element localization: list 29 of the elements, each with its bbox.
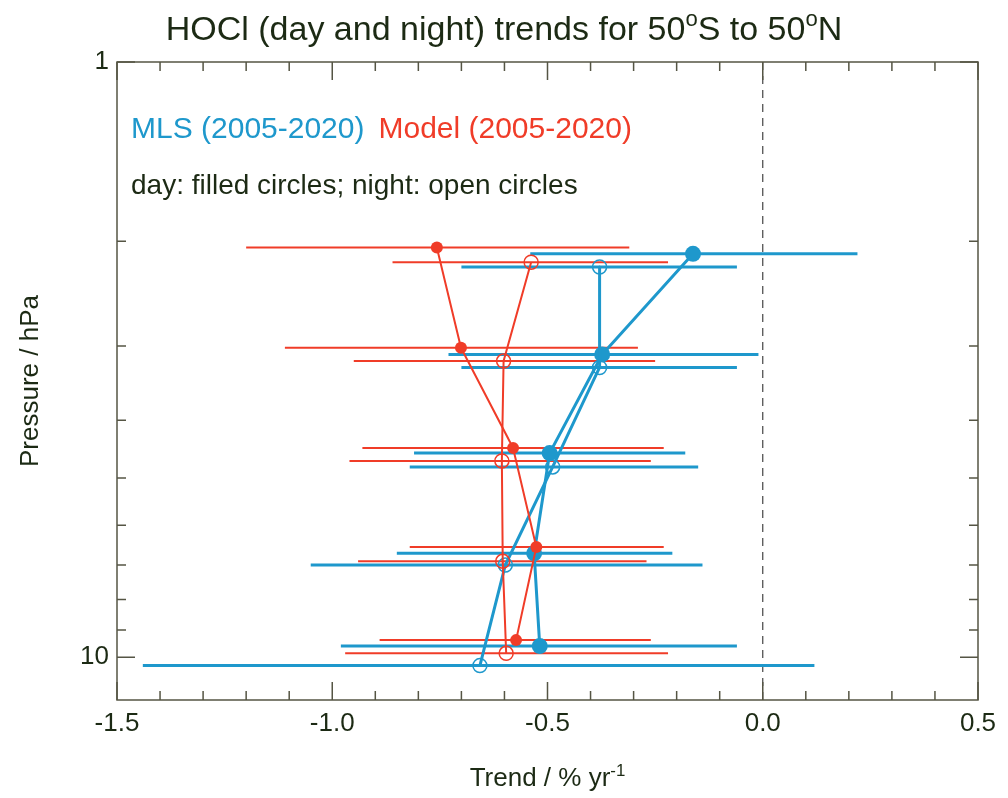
annotation: day: filled circles; night: open circles <box>131 169 578 200</box>
point <box>591 359 608 376</box>
point <box>530 541 543 554</box>
point <box>507 441 520 454</box>
text: Model (2005-2020) <box>378 111 632 144</box>
point <box>494 453 510 469</box>
y-tick-label: 1 <box>94 45 109 76</box>
x-tick-label: -1.5 <box>94 706 140 737</box>
point <box>541 445 558 462</box>
point <box>495 353 512 369</box>
y-tick-label: 10 <box>80 640 109 671</box>
point <box>523 254 539 271</box>
x-tick-label: -0.5 <box>525 706 570 737</box>
point <box>430 241 443 254</box>
point <box>544 459 561 475</box>
x-tick-label: 0.5 <box>959 706 997 737</box>
point <box>510 634 523 647</box>
point <box>497 557 514 573</box>
point <box>472 657 488 674</box>
point <box>454 341 467 354</box>
y-axis-title: Pressure / hPa <box>14 294 44 467</box>
text: MLS (2005-2020) <box>131 111 365 144</box>
point <box>531 638 548 655</box>
point <box>494 553 511 570</box>
x-tick-label: -1.0 <box>309 706 355 737</box>
x-tick-label: 0.0 <box>744 706 781 737</box>
point <box>591 259 608 275</box>
point <box>498 645 514 662</box>
point <box>685 245 702 262</box>
